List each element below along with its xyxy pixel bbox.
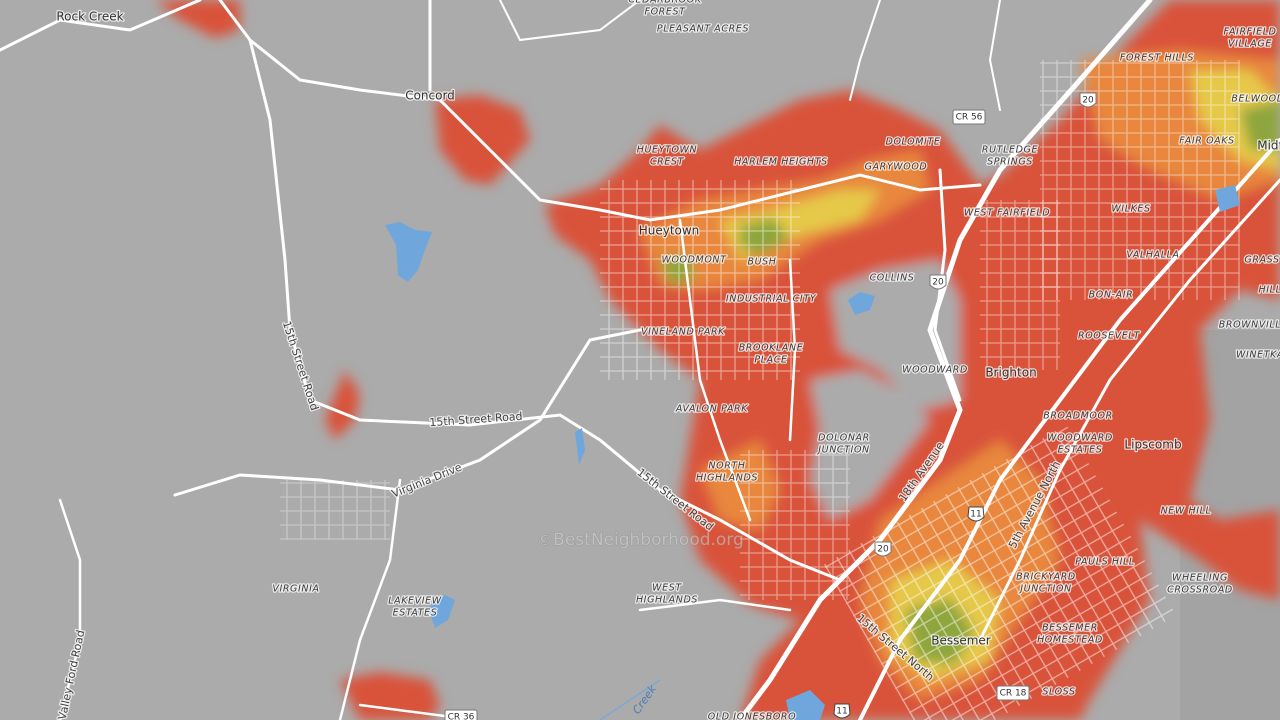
- place-label: BROWNVILL: [1219, 320, 1280, 331]
- route-shield: CR 36: [444, 709, 478, 720]
- shield-box: [996, 685, 1030, 701]
- place-label: Rock Creek: [56, 10, 123, 24]
- shield-box: [967, 506, 985, 522]
- place-label: PLACE: [754, 355, 787, 366]
- place-label: GRASS: [1244, 255, 1279, 266]
- watermark: ©BestNeighborhood.org: [536, 530, 744, 550]
- place-label: PAULS HILL: [1075, 557, 1135, 568]
- place-label: BON-AIR: [1089, 290, 1134, 301]
- place-label: Hueytown: [639, 224, 700, 238]
- place-label: ESTATES: [1058, 445, 1103, 456]
- place-label: WINETKA: [1236, 350, 1280, 361]
- place-label: HUEYTOWN: [637, 145, 697, 156]
- place-label: BUSH: [747, 257, 776, 268]
- place-label: FOREST HILLS: [1120, 53, 1194, 64]
- place-label: HIGHLANDS: [696, 473, 758, 484]
- place-label: DOLOMITE: [886, 137, 941, 148]
- place-label: WEST: [652, 583, 682, 594]
- creek: [599, 679, 661, 720]
- place-label: NEW HILL: [1161, 506, 1212, 517]
- place-label: HIGHLANDS: [636, 595, 698, 606]
- place-label: VILLAGE: [1228, 39, 1272, 50]
- place-label: INDUSTRIAL CITY: [726, 294, 817, 305]
- place-label: VINELAND PARK: [641, 327, 725, 338]
- place-label: JUNCTION: [1018, 584, 1071, 595]
- place-label: Brighton: [985, 366, 1036, 380]
- shield-label: CR 36: [448, 713, 475, 720]
- place-label: RUTLEDGE: [982, 145, 1038, 156]
- place-label: LAKEVIEW: [388, 596, 442, 607]
- place-label: HOMESTEAD: [1037, 635, 1103, 646]
- shield-label: 11: [836, 707, 847, 717]
- place-label: DOLONAR: [818, 433, 870, 444]
- shield-label: 20: [877, 545, 889, 555]
- place-label: BRICKYARD: [1016, 572, 1076, 583]
- shield-box: [952, 109, 986, 125]
- shield-box: [833, 703, 851, 719]
- shield-box: [444, 709, 478, 720]
- place-label: VALHALLA: [1126, 250, 1179, 261]
- place-label: Midf: [1257, 139, 1280, 153]
- place-label: FOREST: [645, 7, 687, 18]
- place-label: SLOSS: [1042, 687, 1075, 698]
- place-label: VIRGINIA: [272, 584, 319, 595]
- route-shield: 20: [1079, 92, 1097, 108]
- place-label: WEST FAIRFIELD: [964, 208, 1050, 219]
- water-bodies: [385, 185, 1240, 720]
- place-label: FAIR OAKS: [1179, 136, 1234, 147]
- route-shield: 11: [967, 506, 985, 522]
- route-shield: CR 56: [952, 109, 986, 125]
- place-label: Concord: [405, 89, 455, 103]
- shield-label: 20: [1082, 96, 1094, 106]
- place-label: OLD JONESBORO: [708, 712, 796, 720]
- place-label: JUNCTION: [816, 445, 869, 456]
- place-label: COLLINS: [870, 273, 915, 284]
- route-shield: 11: [833, 703, 851, 719]
- place-label: CEDARBROOK: [628, 0, 702, 6]
- place-label: WOODMONT: [661, 255, 727, 266]
- place-label: WOODWARD: [902, 365, 968, 376]
- place-label: ESTATES: [393, 608, 438, 619]
- shield-label: 11: [970, 510, 981, 520]
- route-shield: 20: [929, 274, 947, 290]
- place-label: ROOSEVELT: [1078, 331, 1141, 342]
- place-label: NORTH: [708, 461, 745, 472]
- place-label: SPRINGS: [987, 157, 1033, 168]
- place-label: FAIRFIELD: [1223, 27, 1276, 38]
- place-label: BESSEMER: [1042, 623, 1098, 634]
- place-label: Lipscomb: [1124, 438, 1181, 452]
- shield-label: CR 18: [1000, 689, 1027, 699]
- shield-label: 20: [932, 278, 944, 288]
- place-label: Bessemer: [931, 634, 991, 648]
- place-label: WOODWARD: [1047, 433, 1113, 444]
- street-grid: [280, 60, 1240, 720]
- place-label: HILL: [1259, 285, 1280, 296]
- place-label: BROADMOOR: [1043, 411, 1113, 422]
- place-label: WHEELING: [1172, 573, 1228, 584]
- place-label: BROOKLANE: [739, 343, 804, 354]
- place-label: GARYWOOD: [865, 162, 928, 173]
- place-label: WILKES: [1111, 204, 1150, 215]
- route-shield: CR 18: [996, 685, 1030, 701]
- shield-box: [874, 541, 892, 557]
- shield-label: CR 56: [956, 113, 983, 123]
- place-label: PLEASANT ACRES: [657, 24, 749, 35]
- place-label: CROSSROAD: [1167, 585, 1233, 596]
- place-label: CREST: [650, 157, 685, 168]
- route-shield: 20: [874, 541, 892, 557]
- place-label: HARLEM HEIGHTS: [734, 157, 827, 168]
- place-label: AVALON PARK: [675, 404, 748, 415]
- shield-box: [929, 274, 947, 290]
- shield-box: [1079, 92, 1097, 108]
- place-label: BELWOOD: [1231, 94, 1280, 105]
